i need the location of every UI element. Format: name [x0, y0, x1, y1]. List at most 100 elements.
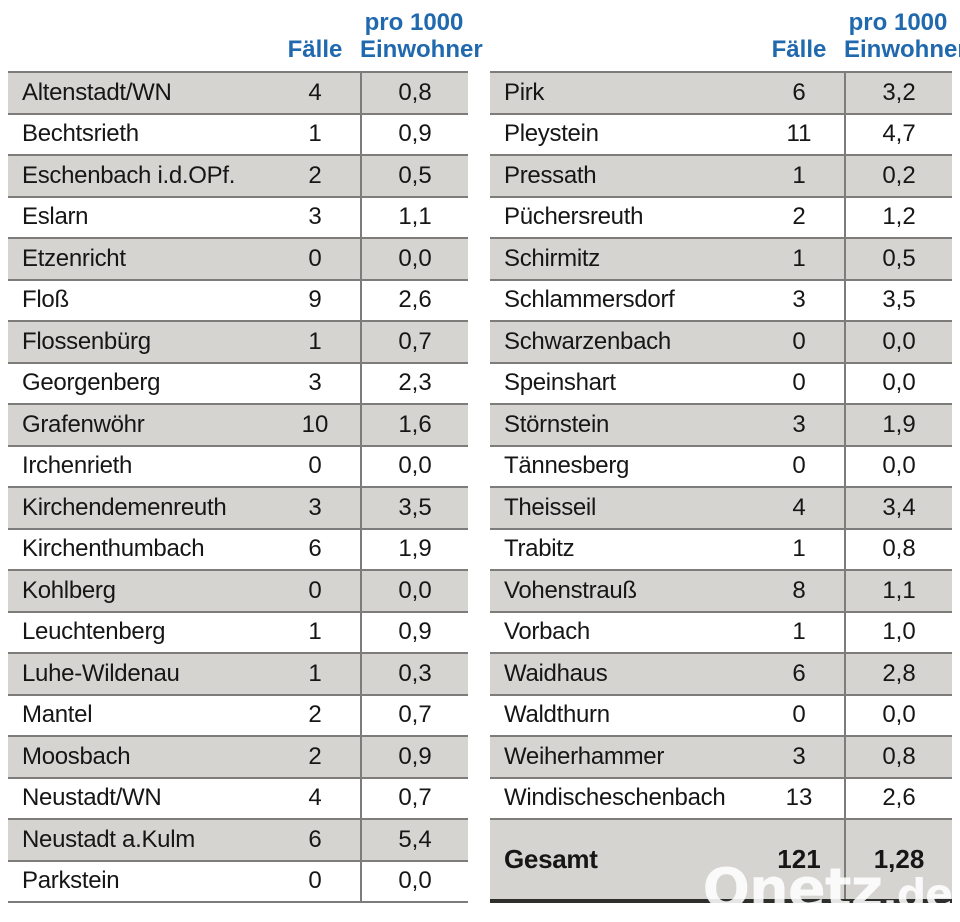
table-row: Waidhaus 6 2,8 [490, 654, 952, 696]
cases-value: 6 [308, 825, 322, 853]
cases-value: 0 [792, 701, 806, 729]
rate-value: 3,4 [844, 488, 952, 528]
municipality-name: Pressath [504, 161, 597, 189]
rate-value: 2,6 [844, 778, 952, 818]
table-row: Parkstein 0 0,0 [8, 861, 468, 903]
rate-value: 0,5 [360, 156, 468, 196]
total-cases-value: 121 [777, 844, 821, 874]
municipality-name: Grafenwöhr [22, 410, 145, 438]
table-row: Georgenberg 3 2,3 [8, 363, 468, 405]
rate-value: 2,8 [844, 654, 952, 694]
left-table: Fälle pro 1000 Einwohner Altenstadt/WN 4 0… [8, 6, 483, 918]
rate-value: 0,0 [360, 446, 468, 486]
table-row: Floß 9 2,6 [8, 280, 468, 322]
municipality-name: Neustadt/WN [22, 784, 162, 812]
rate-value: 5,4 [360, 820, 468, 860]
table-row: Tännesberg 0 0,0 [490, 446, 952, 488]
rate-value: 1,9 [360, 529, 468, 569]
cases-value: 6 [308, 535, 322, 563]
rate-value: 0,0 [844, 446, 952, 486]
rate-value: 2,3 [360, 363, 468, 403]
table-row: Schwarzenbach 0 0,0 [490, 322, 952, 364]
rate-column-header: pro 1000 Einwohner [360, 10, 483, 64]
municipality-name: Tännesberg [504, 452, 630, 480]
table-row: Waldthurn 0 0,0 [490, 695, 952, 737]
municipality-name: Kirchenthumbach [22, 535, 205, 563]
municipality-name: Störnstein [504, 410, 610, 438]
rate-value: 0,8 [360, 73, 468, 113]
rate-value: 0,9 [360, 612, 468, 652]
municipality-name: Pleystein [504, 120, 599, 148]
table-row: Kohlberg 0 0,0 [8, 571, 468, 613]
table-row: Leuchtenberg 1 0,9 [8, 612, 468, 654]
cases-value: 4 [792, 493, 806, 521]
rate-value: 1,1 [844, 571, 952, 611]
table-row: Flossenbürg 1 0,7 [8, 322, 468, 364]
municipality-name: Neustadt a.Kulm [22, 825, 195, 853]
rate-value: 0,7 [360, 322, 468, 362]
municipality-name: Leuchtenberg [22, 618, 166, 646]
left-table-header: Fälle pro 1000 Einwohner [8, 6, 483, 64]
cases-value: 2 [308, 161, 322, 189]
municipality-name: Theisseil [504, 493, 596, 521]
rate-value: 0,7 [360, 695, 468, 735]
municipality-name: Eslarn [22, 203, 89, 231]
municipality-name: Schwarzenbach [504, 327, 671, 355]
municipality-name: Trabitz [504, 535, 575, 563]
cases-value: 0 [792, 327, 806, 355]
rate-value: 1,2 [844, 197, 952, 237]
left-table-body: Altenstadt/WN 4 0,8 Bechtsrieth 1 0,9 Eschenba… [8, 71, 468, 903]
rate-value: 0,5 [844, 239, 952, 279]
cases-value: 1 [792, 535, 806, 563]
municipality-name: Irchenrieth [22, 452, 133, 480]
table-row: Neustadt/WN 4 0,7 [8, 778, 468, 820]
cases-value: 6 [792, 78, 806, 106]
rate-value: 0,7 [360, 778, 468, 818]
rate-value: 4,7 [844, 114, 952, 154]
municipality-name: Waidhaus [504, 659, 608, 687]
municipality-name: Pirk [504, 78, 545, 106]
municipality-name: Vorbach [504, 618, 590, 646]
rate-value: 0,8 [844, 737, 952, 777]
municipality-name: Waldthurn [504, 701, 610, 729]
municipality-name: Etzenricht [22, 244, 126, 272]
table-row: Pleystein 11 4,7 [490, 114, 952, 156]
cases-value: 4 [308, 784, 322, 812]
table-row: Schirmitz 1 0,5 [490, 239, 952, 281]
cases-value: 13 [785, 784, 813, 812]
municipality-name: Mantel [22, 701, 93, 729]
cases-value: 1 [792, 618, 806, 646]
table-row: Etzenricht 0 0,0 [8, 239, 468, 281]
municipality-name: Moosbach [22, 742, 131, 770]
municipality-name: Schlammersdorf [504, 286, 675, 314]
rate-header-line2: Einwohner [844, 35, 960, 63]
cases-column-header: Fälle [771, 35, 827, 63]
municipality-name: Vohenstrauß [504, 576, 637, 604]
rate-header-line1: pro 1000 [848, 9, 948, 37]
cases-value: 2 [308, 742, 322, 770]
table-row: Moosbach 2 0,9 [8, 737, 468, 779]
municipality-name: Parkstein [22, 867, 120, 895]
cases-value: 1 [792, 161, 806, 189]
table-row: Eslarn 3 1,1 [8, 197, 468, 239]
cases-value: 4 [308, 78, 322, 106]
municipality-name: Bechtsrieth [22, 120, 139, 148]
rate-value: 0,0 [360, 571, 468, 611]
cases-value: 0 [792, 369, 806, 397]
table-row: Schlammersdorf 3 3,5 [490, 280, 952, 322]
table-row: Altenstadt/WN 4 0,8 [8, 73, 468, 115]
rate-value: 0,0 [844, 322, 952, 362]
municipality-name: Weiherhammer [504, 742, 665, 770]
table-row: Mantel 2 0,7 [8, 695, 468, 737]
total-row: Gesamt 121 1,28 [490, 820, 952, 903]
municipality-name: Floß [22, 286, 69, 314]
rate-value: 1,0 [844, 612, 952, 652]
municipality-name: Kirchendemenreuth [22, 493, 227, 521]
cases-value: 1 [308, 120, 322, 148]
table-row: Vohenstrauß 8 1,1 [490, 571, 952, 613]
cases-value: 3 [308, 369, 322, 397]
table-row: Speinshart 0 0,0 [490, 363, 952, 405]
table-row: Trabitz 1 0,8 [490, 529, 952, 571]
municipality-name: Altenstadt/WN [22, 78, 172, 106]
table-row: Störnstein 3 1,9 [490, 405, 952, 447]
